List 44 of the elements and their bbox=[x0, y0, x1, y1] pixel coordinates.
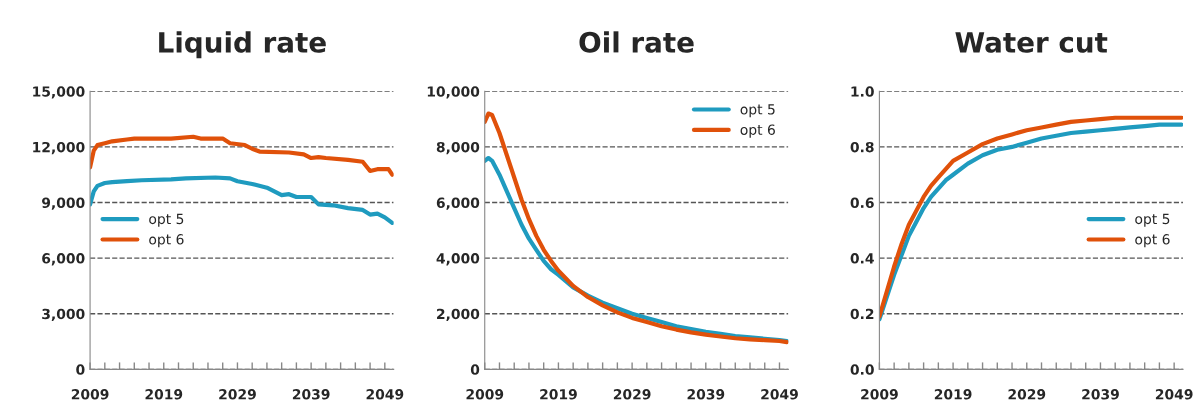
legend-label: opt 6 bbox=[1135, 234, 1170, 248]
y-tick-label: 0 bbox=[470, 364, 480, 375]
chart-title: Oil rate bbox=[579, 31, 694, 53]
x-tick-label: 2009 bbox=[466, 389, 504, 400]
y-tick-label: 10,000 bbox=[427, 86, 480, 99]
x-tick-label: 2019 bbox=[934, 389, 972, 400]
y-tick-label: 6,000 bbox=[42, 253, 85, 266]
legend-label: opt 5 bbox=[740, 104, 775, 118]
y-tick-label: 0.2 bbox=[850, 308, 874, 320]
x-tick-label: 2019 bbox=[145, 389, 183, 400]
x-tick-label: 2019 bbox=[540, 389, 577, 400]
line-series bbox=[90, 134, 394, 177]
x-tick-label: 2049 bbox=[1155, 389, 1193, 400]
x-tick-label: 2029 bbox=[613, 389, 651, 400]
y-tick-label: 12,000 bbox=[33, 141, 85, 155]
x-tick-label: 2029 bbox=[219, 389, 256, 400]
x-tick-label: 2049 bbox=[366, 389, 404, 400]
y-tick-label: 8,000 bbox=[436, 141, 480, 155]
line-series bbox=[90, 175, 394, 225]
y-tick-label: 0.4 bbox=[850, 253, 874, 264]
y-tick-label: 9,000 bbox=[42, 197, 85, 210]
x-tick-label: 2039 bbox=[292, 389, 330, 400]
x-tick-label: 2009 bbox=[861, 389, 898, 400]
legend-label: opt 5 bbox=[1135, 213, 1170, 227]
y-tick-label: 1.0 bbox=[851, 86, 874, 97]
legend-label: opt 6 bbox=[149, 234, 184, 248]
x-tick-label: 2009 bbox=[71, 389, 109, 400]
chart-title: Liquid rate bbox=[159, 31, 326, 59]
y-tick-label: 0.8 bbox=[850, 141, 874, 153]
chart-title: Water cut bbox=[955, 32, 1108, 53]
y-tick-label: 3,000 bbox=[42, 308, 85, 321]
legend-label: opt 6 bbox=[740, 124, 775, 138]
y-tick-label: 0 bbox=[76, 364, 85, 375]
y-tick-label: 4,000 bbox=[436, 253, 480, 266]
x-tick-label: 2029 bbox=[1008, 389, 1046, 400]
y-tick-label: 0.6 bbox=[850, 197, 874, 208]
y-tick-label: 2,000 bbox=[437, 308, 480, 321]
x-tick-label: 2039 bbox=[687, 389, 725, 400]
x-tick-label: 2049 bbox=[761, 389, 798, 400]
y-tick-label: 0.0 bbox=[850, 364, 874, 375]
y-tick-label: 6,000 bbox=[436, 197, 480, 210]
x-tick-label: 2039 bbox=[1082, 389, 1119, 400]
legend-label: opt 5 bbox=[149, 213, 184, 227]
y-tick-label: 15,000 bbox=[33, 86, 85, 99]
